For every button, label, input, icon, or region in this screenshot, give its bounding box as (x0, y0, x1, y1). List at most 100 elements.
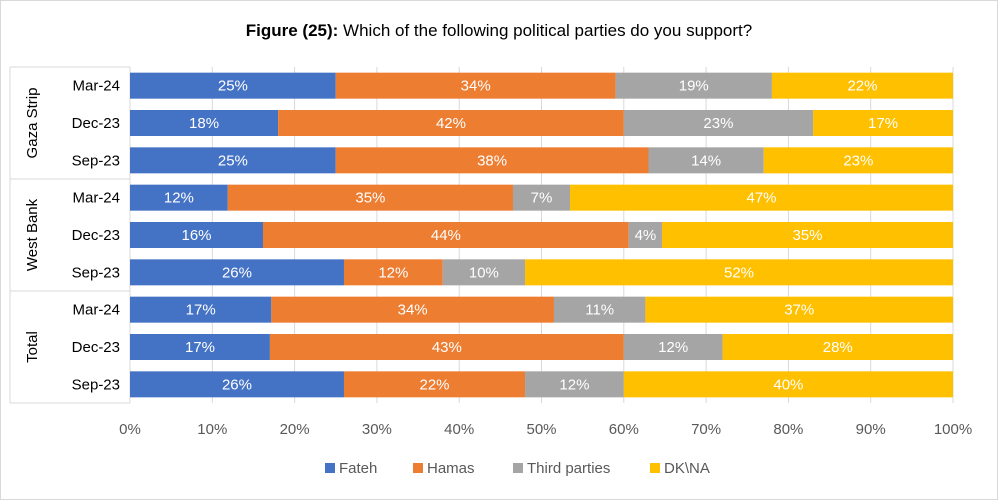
data-label: 4% (635, 227, 657, 244)
data-label: 17% (868, 115, 898, 132)
data-label: 7% (531, 190, 553, 207)
bar-segment (335, 72, 616, 99)
data-label: 10% (469, 264, 499, 281)
bar-segment (278, 110, 624, 136)
bar-segment (130, 72, 336, 99)
data-label: 23% (843, 152, 873, 169)
data-label: 42% (436, 115, 466, 132)
title-bold: Figure (25): (246, 21, 339, 40)
data-label: 12% (378, 264, 408, 281)
data-label: 12% (559, 376, 589, 393)
bar-segment (130, 147, 336, 174)
data-label: 44% (431, 227, 461, 244)
category-label: Dec-23 (72, 115, 120, 132)
bar-segment (763, 147, 953, 174)
bar-segment (130, 110, 279, 136)
bar-segment (771, 72, 953, 99)
data-label: 12% (164, 190, 194, 207)
bar-segment (130, 334, 270, 360)
bar-segment (623, 371, 953, 398)
data-label: 34% (398, 302, 428, 319)
data-label: 26% (222, 264, 252, 281)
bar-segment (570, 184, 953, 211)
chart-title: Figure (25): Which of the following poli… (246, 21, 752, 40)
legend-swatch (513, 463, 523, 473)
data-label: 16% (181, 227, 211, 244)
bar-segment (648, 147, 764, 174)
x-tick-label: 100% (934, 421, 972, 438)
data-label: 22% (847, 78, 877, 95)
bar-segment (623, 334, 723, 360)
x-tick-label: 20% (280, 421, 310, 438)
data-label: 40% (773, 376, 803, 393)
bar-segment (130, 296, 272, 323)
legend-swatch (650, 463, 660, 473)
bar-segment (525, 371, 624, 398)
bar-segment (227, 184, 513, 211)
data-label: 37% (784, 302, 814, 319)
x-tick-label: 30% (362, 421, 392, 438)
x-tick-label: 70% (691, 421, 721, 438)
category-label: Sep-23 (72, 376, 120, 393)
data-label: 17% (185, 339, 215, 356)
bar-segment (343, 259, 443, 286)
category-label: Dec-23 (72, 339, 120, 356)
x-tick-label: 80% (773, 421, 803, 438)
data-label: 28% (823, 339, 853, 356)
data-label: 23% (703, 115, 733, 132)
x-tick-label: 60% (609, 421, 639, 438)
x-tick-label: 50% (526, 421, 556, 438)
bar-segment (512, 184, 571, 211)
data-label: 43% (432, 339, 462, 356)
bar-segment (343, 371, 526, 398)
data-label: 35% (793, 227, 823, 244)
bar-segment (263, 222, 629, 248)
category-label: Dec-23 (72, 227, 120, 244)
legend-swatch (413, 463, 423, 473)
bar-segment (722, 334, 953, 360)
bar-segment (662, 222, 953, 248)
category-label: Sep-23 (72, 264, 120, 281)
legend-label: Third parties (527, 460, 610, 477)
data-label: 22% (419, 376, 449, 393)
category-label: Mar-24 (72, 78, 120, 95)
bar-segment (335, 147, 649, 174)
bar-segment (615, 72, 772, 99)
group-label: Total (24, 331, 41, 363)
data-label: 18% (189, 115, 219, 132)
data-label: 47% (746, 190, 776, 207)
category-label: Mar-24 (72, 190, 120, 207)
bar-segment (271, 296, 554, 323)
bar-segment (628, 222, 663, 248)
x-tick-label: 40% (444, 421, 474, 438)
data-label: 26% (222, 376, 252, 393)
x-tick-label: 90% (856, 421, 886, 438)
data-label: 14% (691, 152, 721, 169)
group-label: West Bank (24, 198, 41, 271)
bar-segment (130, 259, 344, 286)
data-label: 38% (477, 152, 507, 169)
bar-segment (645, 296, 953, 323)
bar-segment (813, 110, 953, 136)
legend-label: DK\NA (664, 460, 710, 477)
bar-segment (525, 259, 953, 286)
data-label: 17% (186, 302, 216, 319)
x-tick-label: 10% (197, 421, 227, 438)
data-label: 52% (724, 264, 754, 281)
data-label: 11% (585, 302, 614, 319)
data-label: 25% (218, 152, 248, 169)
bar-segment (130, 371, 344, 398)
data-label: 35% (355, 190, 385, 207)
x-tick-label: 0% (119, 421, 141, 438)
legend-swatch (325, 463, 335, 473)
data-label: 34% (461, 78, 491, 95)
bar-segment (130, 184, 228, 211)
bar-segment (130, 222, 264, 248)
data-label: 19% (679, 78, 709, 95)
legend-label: Fateh (339, 460, 377, 477)
title-rest: Which of the following political parties… (338, 21, 752, 40)
legend-label: Hamas (427, 460, 475, 477)
data-label: 12% (658, 339, 688, 356)
bar-segment (623, 110, 814, 136)
